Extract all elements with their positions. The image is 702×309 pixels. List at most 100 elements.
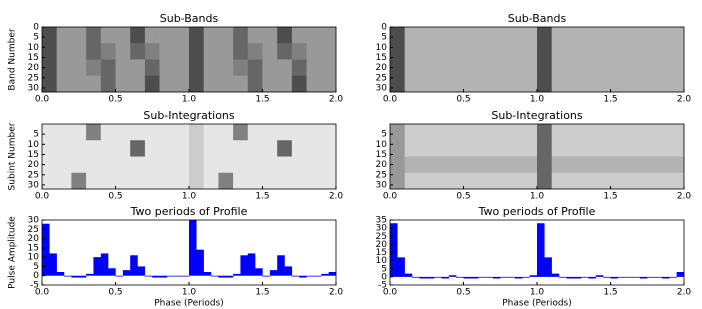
x-tick-label: 1.0 bbox=[182, 192, 197, 202]
profile-bar bbox=[661, 276, 670, 279]
profile-bar bbox=[56, 272, 65, 276]
heat-cell bbox=[42, 43, 57, 60]
heat-cell bbox=[669, 156, 685, 174]
profile-bar bbox=[130, 255, 138, 276]
heat-cell bbox=[291, 124, 307, 141]
heat-cell bbox=[86, 75, 102, 93]
profile-bar bbox=[448, 275, 457, 277]
heat-cell bbox=[203, 140, 219, 157]
profile-bar bbox=[144, 275, 153, 277]
heat-cell bbox=[262, 124, 278, 141]
profile-bar bbox=[581, 276, 589, 278]
profile-bar bbox=[529, 275, 538, 277]
x-tick-label: 2.0 bbox=[677, 288, 692, 298]
profile-bar bbox=[299, 275, 307, 278]
heat-cell bbox=[448, 172, 464, 190]
heat-cell bbox=[581, 156, 597, 174]
y-tick-label: 35 bbox=[376, 216, 387, 226]
heat-cell bbox=[86, 140, 102, 157]
profile-bar bbox=[544, 257, 552, 277]
heat-cell bbox=[203, 75, 219, 93]
profile-bar bbox=[189, 220, 197, 276]
heat-cell bbox=[507, 156, 523, 174]
heat-cell bbox=[174, 140, 190, 157]
heat-cell bbox=[130, 140, 146, 157]
heat-cell bbox=[247, 124, 263, 141]
profile-bar bbox=[255, 268, 263, 276]
heat-cell bbox=[581, 124, 597, 141]
heat-cell bbox=[390, 140, 405, 157]
heat-cell bbox=[174, 43, 190, 60]
heat-cell bbox=[448, 75, 464, 93]
profile-bar bbox=[559, 276, 567, 278]
heat-cell bbox=[610, 27, 626, 44]
profile-bar bbox=[647, 276, 655, 278]
heat-cell bbox=[262, 43, 278, 60]
heat-cell bbox=[130, 75, 146, 93]
heat-cell bbox=[625, 156, 641, 174]
y-tick-label: -5 bbox=[30, 281, 39, 291]
heat-cell bbox=[492, 172, 508, 190]
heat-cell bbox=[419, 124, 435, 141]
heat-cell bbox=[306, 27, 322, 44]
heat-cell bbox=[492, 140, 508, 157]
heat-cell bbox=[189, 124, 204, 141]
heat-cell bbox=[669, 75, 685, 93]
heat-cell bbox=[203, 156, 219, 174]
heat-cell bbox=[291, 59, 307, 77]
y-tick-label: 5 bbox=[33, 130, 39, 140]
heat-cell bbox=[537, 43, 552, 60]
profile-bar bbox=[551, 273, 560, 277]
heat-cell bbox=[115, 172, 131, 190]
heat-cell bbox=[390, 124, 405, 141]
heat-cell bbox=[537, 156, 552, 174]
heat-cell bbox=[159, 156, 175, 174]
heat-cell bbox=[144, 43, 160, 60]
heat-cell bbox=[115, 75, 131, 93]
heat-cell bbox=[448, 59, 464, 77]
y-tick-label: 25 bbox=[376, 170, 387, 180]
heat-cell bbox=[56, 140, 72, 157]
heat-cell bbox=[434, 156, 450, 174]
heat-cell bbox=[478, 43, 494, 60]
heat-cell bbox=[654, 140, 670, 157]
heat-cell bbox=[306, 124, 322, 141]
x-tick-label: 0.0 bbox=[383, 192, 398, 202]
profile-bar bbox=[233, 273, 241, 276]
heat-cell bbox=[404, 140, 420, 157]
heat-cell bbox=[537, 59, 552, 77]
heat-cell bbox=[448, 27, 464, 44]
heat-cell bbox=[277, 156, 293, 174]
profile-bar bbox=[632, 276, 641, 278]
heat-cell bbox=[247, 156, 263, 174]
heat-cell bbox=[42, 140, 57, 157]
heat-cell bbox=[419, 75, 435, 93]
profile-bar bbox=[166, 275, 175, 277]
heat-cell bbox=[277, 124, 293, 141]
heat-cell bbox=[390, 59, 405, 77]
profile-bar bbox=[225, 275, 234, 278]
heat-cell bbox=[419, 43, 435, 60]
heat-cell bbox=[537, 27, 552, 44]
heat-cell bbox=[159, 75, 175, 93]
heat-cell bbox=[478, 124, 494, 141]
heat-cell bbox=[321, 124, 337, 141]
heat-cell bbox=[144, 124, 160, 141]
heat-cell bbox=[669, 140, 685, 157]
y-tick-label: 5 bbox=[33, 33, 39, 43]
heat-cell bbox=[233, 156, 249, 174]
heat-cell bbox=[625, 140, 641, 157]
x-tick-label: 1.0 bbox=[530, 192, 545, 202]
heat-cell bbox=[42, 156, 57, 174]
heat-cell bbox=[625, 75, 641, 93]
profile-bar bbox=[404, 273, 413, 277]
y-tick-label: 20 bbox=[28, 63, 40, 73]
heat-cell bbox=[404, 124, 420, 141]
heat-cell bbox=[507, 27, 523, 44]
profile-bar bbox=[470, 276, 479, 279]
heat-cell bbox=[419, 27, 435, 44]
heat-cell bbox=[306, 140, 322, 157]
heat-cell bbox=[159, 140, 175, 157]
profile-bar bbox=[573, 276, 582, 279]
heat-cell bbox=[537, 75, 552, 93]
